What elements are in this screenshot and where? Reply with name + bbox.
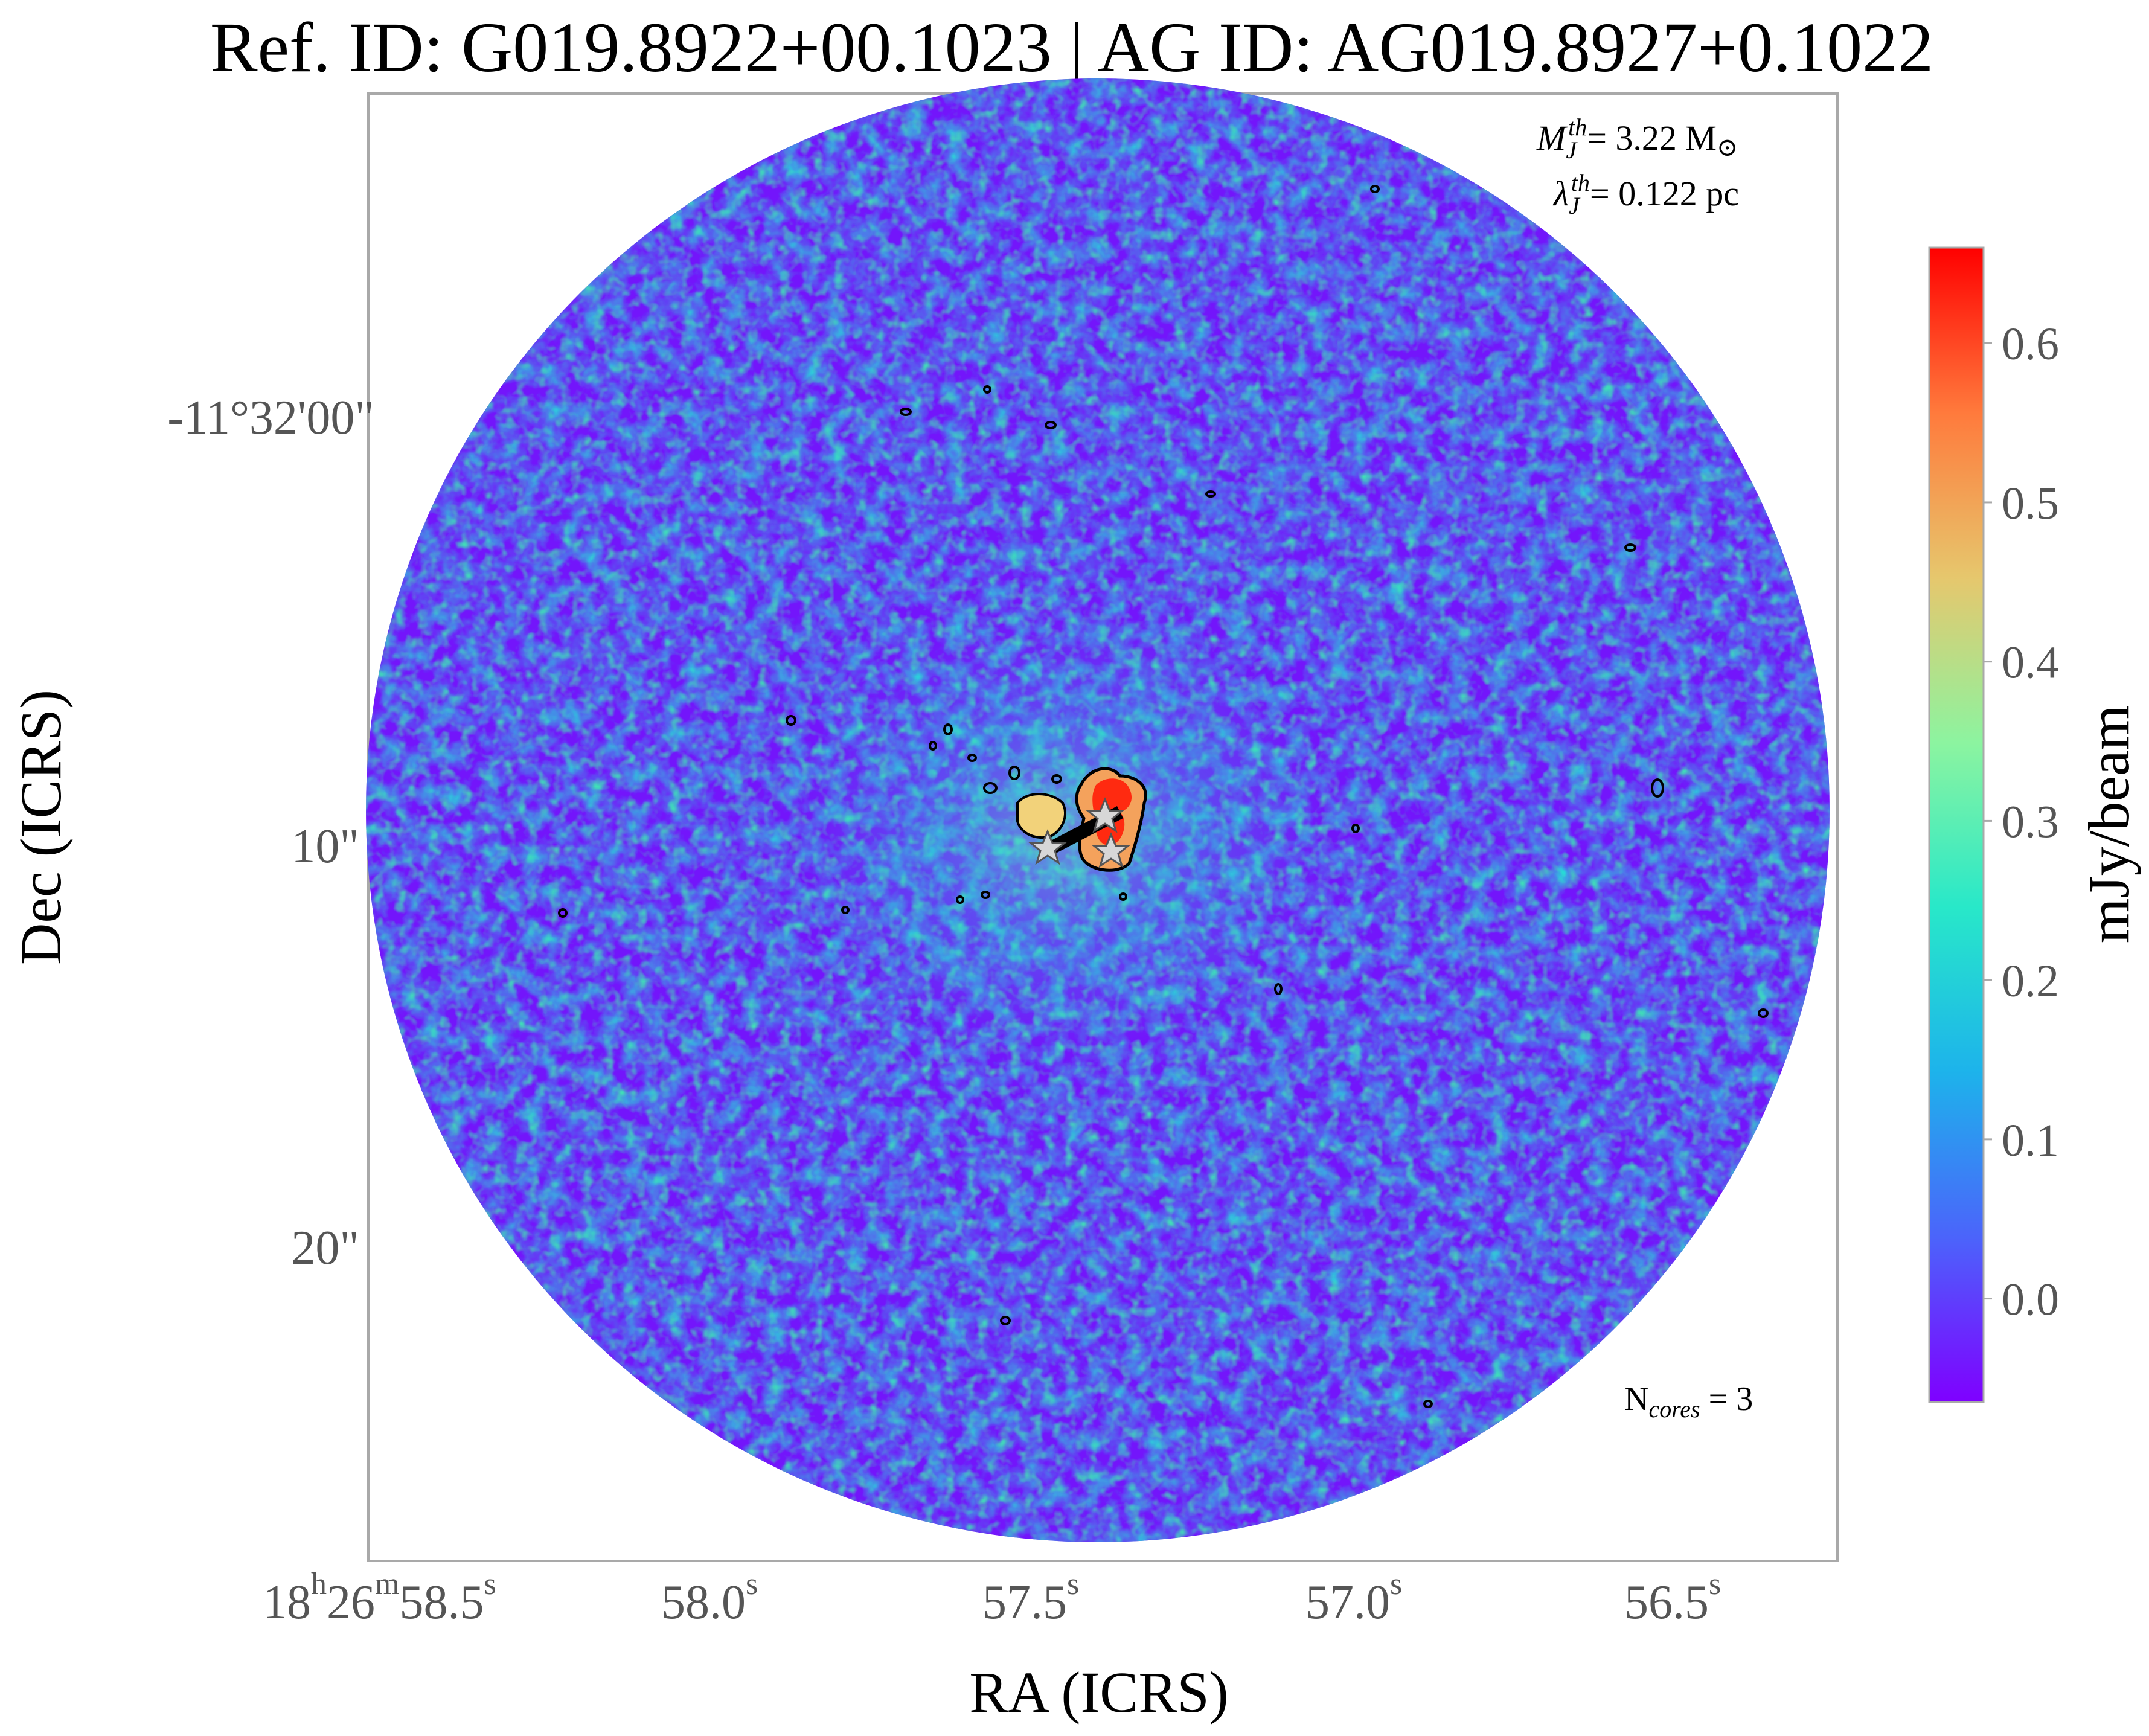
svg-text:MJth= 3.22 M⊙: MJth= 3.22 M⊙ (1536, 114, 1738, 164)
colorbar-tick-label: 0.2 (2002, 956, 2059, 1007)
intensity-map (366, 78, 1830, 1542)
lambda-value: = 0.122 pc (1590, 174, 1739, 213)
core-star (1085, 797, 1125, 833)
y-tick-label: 20" (291, 1222, 359, 1275)
x-tick-label: 57.0s (1305, 1567, 1402, 1629)
lambda-sup: th (1571, 169, 1590, 196)
ncores-prefix: N (1624, 1380, 1648, 1418)
contour-islands (558, 185, 1769, 1408)
y-tick-label: -11°32'00" (167, 391, 374, 444)
chart-title: Ref. ID: G019.8922+00.1023 | AG ID: AG01… (210, 8, 1933, 87)
x-tick-label: 56.5s (1624, 1567, 1721, 1629)
lambda-symbol: λ (1552, 174, 1569, 213)
mass-symbol: M (1536, 118, 1568, 158)
mass-sub: J (1566, 136, 1578, 164)
jeans-mass-annotation: MJth= 3.22 M⊙ (1536, 114, 1738, 164)
lambda-sub: J (1569, 192, 1581, 219)
core-star (1091, 832, 1131, 868)
jeans-length-annotation: λJth= 0.122 pc (1552, 169, 1739, 219)
colorbar-tick-label: 0.3 (2002, 796, 2059, 847)
colorbar-tick-label: 0.0 (2002, 1275, 2059, 1325)
colorbar-label: mJy/beam (2077, 705, 2141, 944)
x-axis-label: RA (ICRS) (969, 1660, 1228, 1725)
colorbar-tick-label: 0.5 (2002, 478, 2059, 529)
core-star (1028, 829, 1068, 865)
colorbar-tick-label: 0.6 (2002, 319, 2059, 370)
ncores-annotation: Ncores = 3 (1624, 1380, 1753, 1423)
svg-text:Ncores = 3: Ncores = 3 (1624, 1380, 1753, 1423)
colorbar-tick-label: 0.4 (2002, 638, 2059, 688)
x-tick-label: 58.0s (661, 1567, 758, 1629)
svg-text:λJth= 0.122 pc: λJth= 0.122 pc (1552, 169, 1739, 219)
mass-value: = 3.22 M (1587, 118, 1717, 158)
x-tick-label: 57.5s (982, 1567, 1079, 1629)
y-axis-ticks: -11°32'00" 10" 20" (167, 391, 374, 1275)
mass-sup: th (1568, 114, 1587, 141)
core-markers (1028, 797, 1131, 868)
colorbar-ticks: 0.0 0.1 0.2 0.3 0.4 0.5 0.6 (1984, 319, 2059, 1325)
ncores-sub: cores (1648, 1395, 1700, 1423)
x-tick-label: 18h26m58.5s (263, 1567, 496, 1629)
colorbar (1928, 246, 1985, 1403)
colorbar-tick-label: 0.1 (2002, 1115, 2059, 1166)
mass-sun: ⊙ (1717, 134, 1738, 162)
y-tick-label: 10" (291, 820, 359, 873)
emission-yellow (1016, 793, 1066, 839)
y-axis-label: Dec (ICRS) (8, 690, 73, 965)
x-axis-ticks: 18h26m58.5s 58.0s 57.5s 57.0s 56.5s (263, 1567, 1721, 1629)
ncores-value: = 3 (1700, 1380, 1753, 1418)
